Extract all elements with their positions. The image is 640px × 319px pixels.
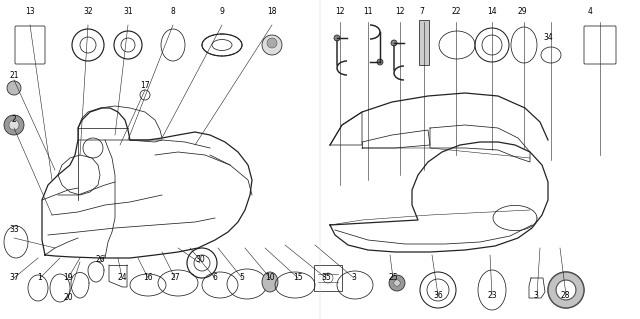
- Text: 5: 5: [239, 273, 244, 283]
- Bar: [314, 265, 342, 291]
- Text: 21: 21: [9, 70, 19, 79]
- Circle shape: [389, 275, 405, 291]
- Text: 35: 35: [321, 273, 331, 283]
- Text: 37: 37: [9, 273, 19, 283]
- Text: 25: 25: [388, 273, 398, 283]
- Text: 15: 15: [293, 273, 303, 283]
- Text: 36: 36: [433, 291, 443, 300]
- Text: 20: 20: [63, 293, 73, 302]
- Text: 28: 28: [560, 291, 570, 300]
- Ellipse shape: [262, 272, 278, 292]
- Text: 3: 3: [351, 273, 356, 283]
- Text: 27: 27: [170, 273, 180, 283]
- Text: 3: 3: [534, 291, 538, 300]
- Text: 23: 23: [487, 291, 497, 300]
- Circle shape: [4, 115, 24, 135]
- Circle shape: [394, 280, 400, 286]
- Text: 11: 11: [364, 8, 372, 17]
- Text: 32: 32: [83, 8, 93, 17]
- Text: 14: 14: [487, 8, 497, 17]
- Text: 4: 4: [588, 8, 593, 17]
- Text: 18: 18: [268, 8, 276, 17]
- Text: 30: 30: [195, 256, 205, 264]
- Text: 19: 19: [63, 273, 73, 283]
- Circle shape: [391, 40, 397, 46]
- Circle shape: [334, 35, 340, 41]
- Text: 22: 22: [451, 8, 461, 17]
- Circle shape: [7, 81, 21, 95]
- Text: 33: 33: [9, 226, 19, 234]
- Text: 34: 34: [543, 33, 553, 42]
- Text: 12: 12: [396, 8, 404, 17]
- Text: 24: 24: [117, 273, 127, 283]
- Text: 13: 13: [25, 8, 35, 17]
- Text: 7: 7: [420, 8, 424, 17]
- Text: 2: 2: [12, 115, 17, 124]
- Text: 16: 16: [143, 273, 153, 283]
- Circle shape: [267, 38, 277, 48]
- Text: 9: 9: [220, 8, 225, 17]
- Text: 6: 6: [212, 273, 218, 283]
- Circle shape: [262, 35, 282, 55]
- Bar: [419, 19, 429, 64]
- Circle shape: [377, 59, 383, 65]
- Text: 10: 10: [265, 273, 275, 283]
- Text: 29: 29: [517, 8, 527, 17]
- Text: 17: 17: [140, 80, 150, 90]
- Text: 31: 31: [123, 8, 133, 17]
- Text: 26: 26: [95, 256, 105, 264]
- Text: 12: 12: [335, 8, 345, 17]
- Circle shape: [9, 120, 19, 130]
- Text: 8: 8: [171, 8, 175, 17]
- Text: 1: 1: [38, 273, 42, 283]
